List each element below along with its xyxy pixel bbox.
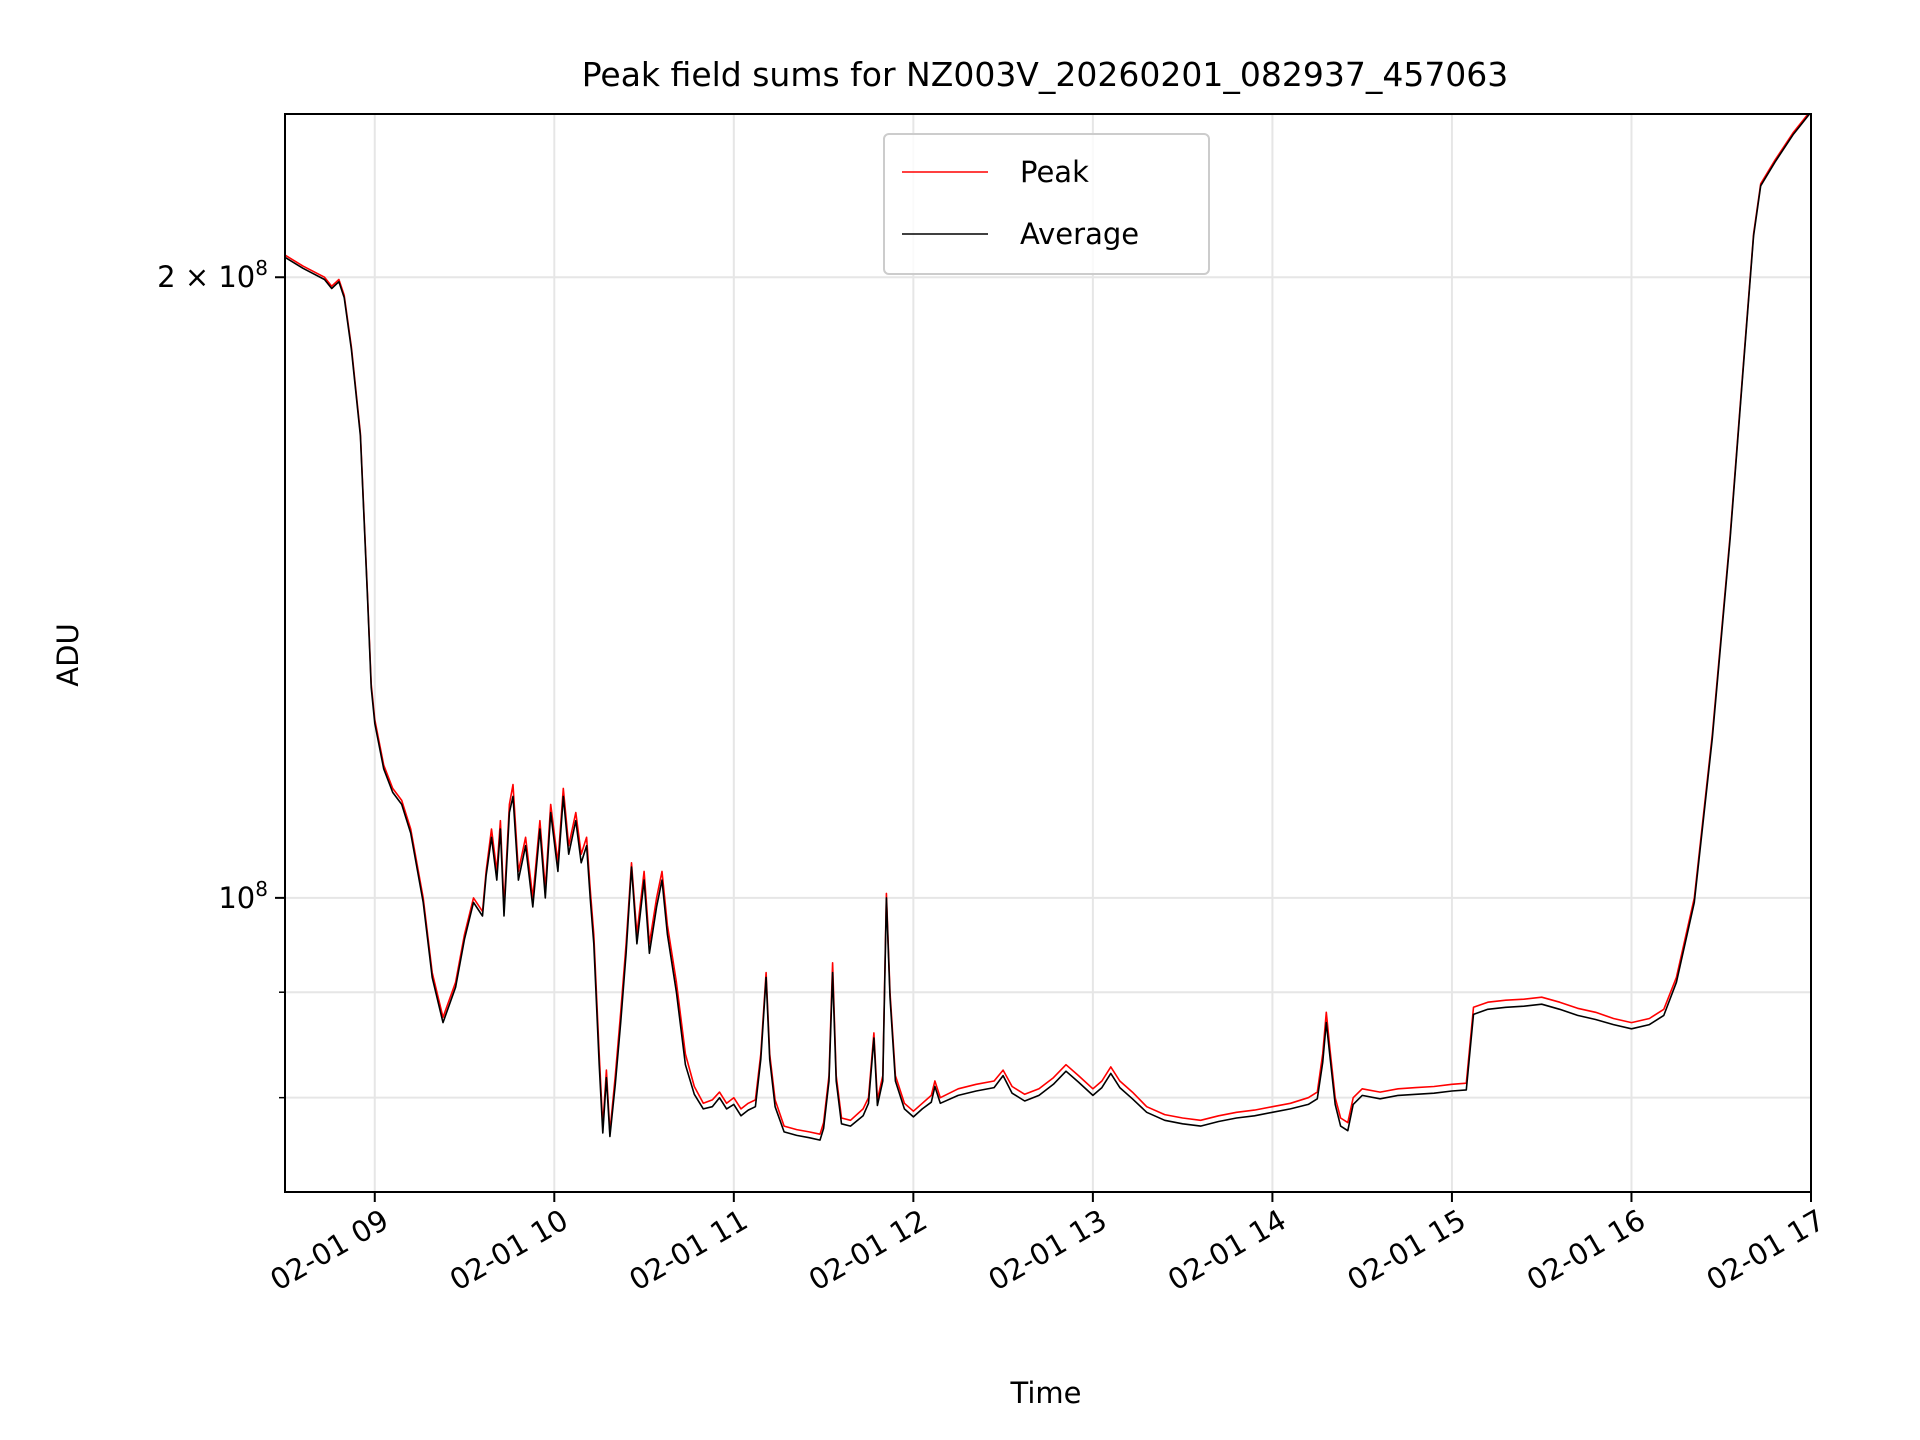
y-axis-label: ADU: [51, 623, 85, 686]
x-axis-label: Time: [1010, 1376, 1082, 1410]
legend-label-average: Average: [1020, 217, 1139, 251]
series-line-average: [285, 114, 1811, 1141]
legend-box: [883, 133, 1210, 275]
plot-frame: [284, 113, 1812, 1193]
legend-label-peak: Peak: [1020, 155, 1089, 189]
chart-title: Peak field sums for NZ003V_20260201_0829…: [582, 55, 1509, 94]
series-layer: [285, 114, 1811, 1141]
y-tick-label: 2 × 108: [157, 256, 268, 294]
legend: Peak Average: [883, 133, 1210, 275]
